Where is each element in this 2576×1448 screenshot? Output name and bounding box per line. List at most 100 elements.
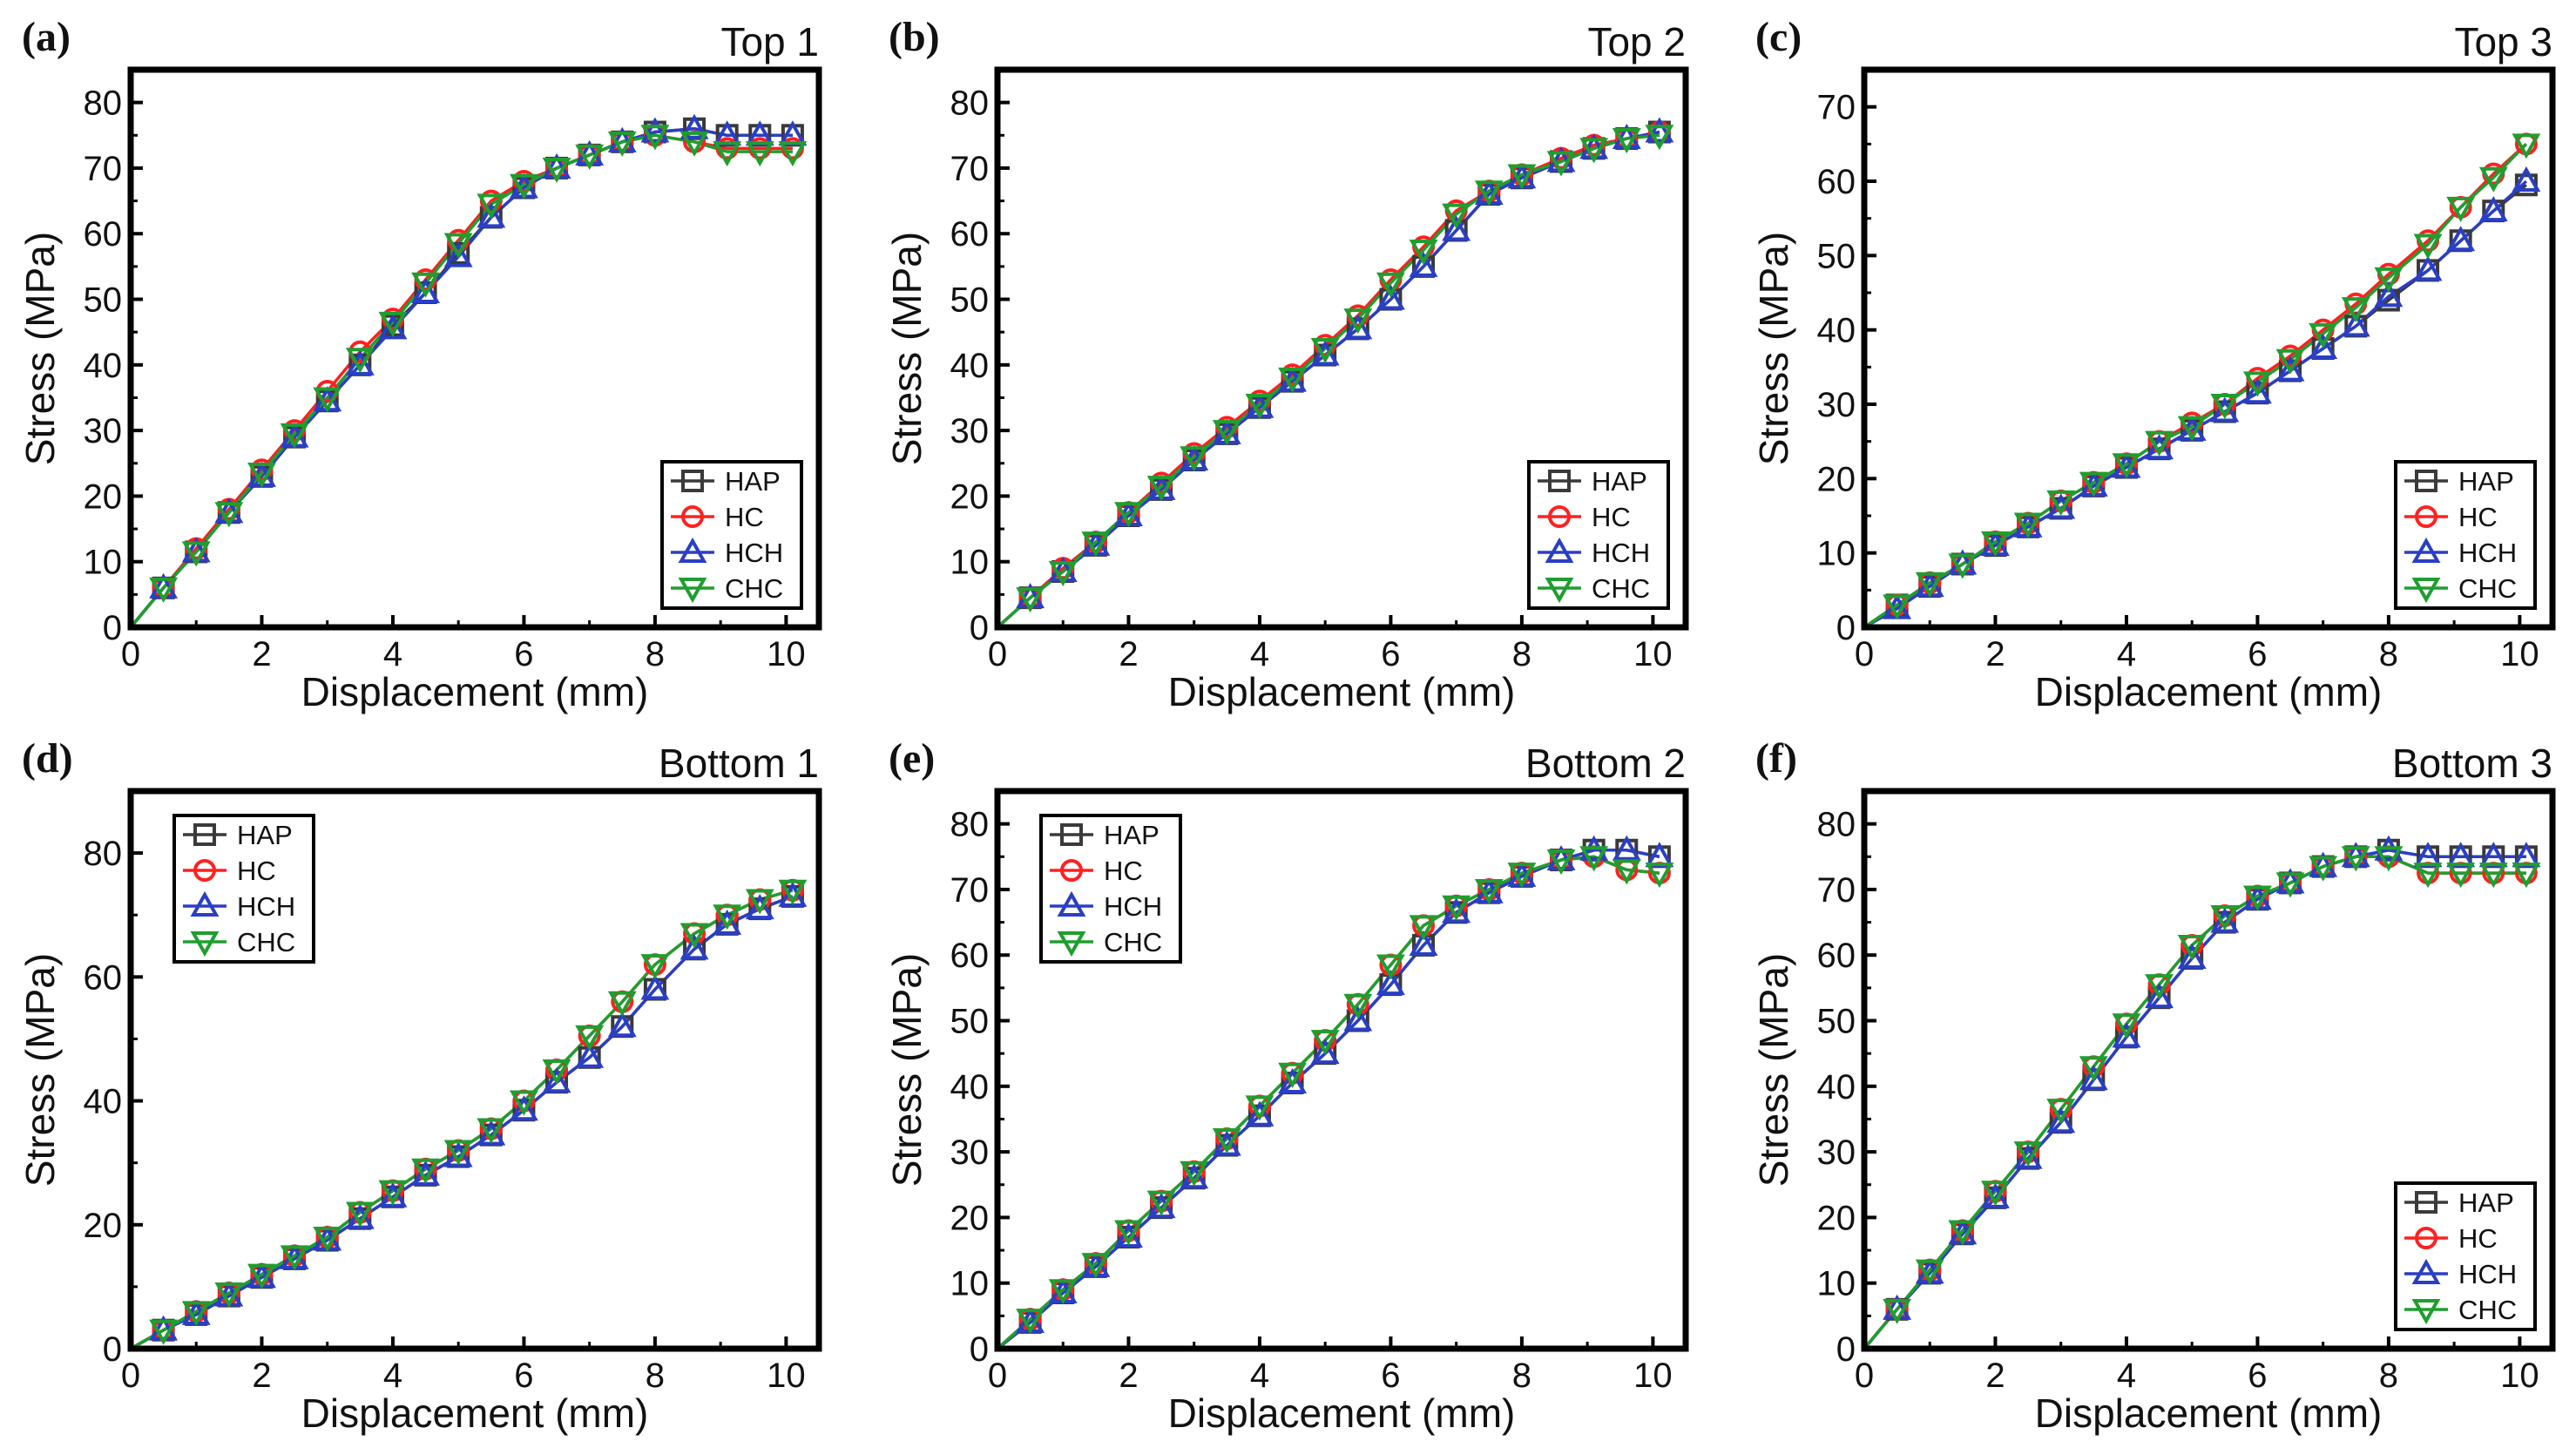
y-tick-label: 80 (1817, 806, 1856, 844)
data-point-chc (1278, 367, 1307, 393)
x-tick-label: 10 (767, 1357, 806, 1395)
x-tick-label: 6 (2248, 1357, 2267, 1395)
x-axis-title: Displacement (mm) (1168, 1390, 1516, 1436)
y-axis-title: Stress (MPa) (1751, 232, 1796, 465)
data-point-chc (2177, 934, 2207, 961)
data-point-chc (1579, 846, 1609, 872)
panel-title: Bottom 2 (1525, 741, 1686, 786)
data-point-chc (1409, 915, 1438, 941)
data-point-hch (2446, 226, 2476, 252)
data-point-chc (280, 1245, 309, 1271)
chart-panel-3: 0 2 4 6 8 10 0 10 20 30 40 50 60 70 Top 3 (c) Displaceme… (1751, 14, 2556, 714)
data-point-chc (2512, 863, 2541, 889)
legend-marker-hc (2415, 505, 2437, 528)
y-tick-label: 40 (84, 1083, 123, 1121)
x-tick-label: 0 (1855, 635, 1874, 673)
data-point-chc (378, 311, 408, 337)
panel-title: Top 2 (1587, 19, 1686, 64)
data-point-chc (745, 889, 774, 915)
y-tick-label: 0 (103, 609, 122, 647)
data-point-chc (1048, 561, 1078, 587)
data-point-chc (149, 577, 179, 603)
data-point-chc (510, 1090, 538, 1116)
legend-marker-hch (678, 537, 707, 563)
legend-marker-hc (1060, 859, 1083, 882)
series-line-hap (131, 895, 794, 1349)
y-tick-label: 20 (84, 477, 123, 516)
data-point-hch (2413, 255, 2443, 281)
data-point-chc (1146, 1190, 1176, 1216)
x-tick-label: 6 (1381, 1357, 1400, 1395)
x-tick-label: 6 (514, 1357, 533, 1395)
legend-marker-chc (678, 578, 707, 604)
y-tick-label: 60 (1817, 163, 1856, 201)
data-point-chc (2446, 863, 2476, 889)
data-point-hch (640, 974, 670, 1000)
legend-marker-hap (2415, 1191, 2437, 1214)
x-tick-label: 2 (1119, 1357, 1138, 1395)
series-group (131, 878, 808, 1349)
data-point-chc (477, 193, 506, 220)
data-point-chc (1546, 151, 1576, 177)
data-point-hch (679, 113, 709, 139)
data-point-chc (1948, 1220, 1978, 1246)
data-point-chc (542, 1059, 571, 1086)
data-point-hch (2046, 493, 2076, 519)
y-tick-label: 30 (1817, 1133, 1856, 1172)
data-point-hch (2046, 1107, 2076, 1133)
data-point-chc (1981, 1181, 2010, 1207)
data-point-hch (411, 1160, 440, 1186)
y-tick-label: 60 (84, 958, 123, 997)
data-point-chc (2046, 490, 2076, 516)
data-point-chc (2275, 348, 2305, 375)
legend-label: HAP (1592, 466, 1647, 497)
data-point-chc (313, 387, 342, 413)
data-point-chc (2243, 885, 2272, 911)
data-point-chc (411, 272, 440, 298)
data-point-chc (411, 1158, 440, 1184)
data-point-chc (1915, 1259, 1944, 1285)
series-group (1864, 835, 2541, 1349)
data-point-chc (2013, 1141, 2043, 1167)
y-tick-label: 0 (1836, 609, 1856, 647)
data-point-chc (2145, 974, 2174, 1000)
data-point-hch (2145, 434, 2174, 460)
data-point-hch (2512, 166, 2541, 192)
data-point-hch (2177, 943, 2207, 969)
data-point-chc (1948, 553, 1978, 579)
y-tick-label: 50 (950, 1003, 990, 1041)
chart-panel-6: 0 2 4 6 8 10 0 10 20 30 40 50 60 70 80 Bottom 3 (f) Displ… (1751, 735, 2556, 1436)
data-point-chc (1507, 164, 1537, 190)
panel-letter: (f) (1755, 735, 1797, 782)
x-tick-label: 4 (2117, 635, 2136, 673)
plot-frame (127, 788, 822, 1352)
legend-label: HAP (1104, 820, 1160, 850)
panel-letter: (c) (1755, 14, 1802, 60)
x-axis-title: Displacement (mm) (301, 1390, 649, 1436)
chart-panel-1: 0 2 4 6 8 10 0 10 20 30 40 50 60 70 80 Top 1 (a) Displace… (17, 14, 822, 714)
y-tick-label: 20 (950, 1199, 990, 1237)
data-point-hch (510, 1095, 538, 1121)
y-tick-label: 50 (1817, 1003, 1856, 1041)
data-point-hch (2145, 983, 2174, 1009)
data-point-chc (1146, 476, 1176, 502)
x-tick-label: 2 (1985, 635, 2005, 673)
data-point-chc (2013, 512, 2043, 538)
data-point-chc (2046, 1099, 2076, 1125)
data-point-hch (1981, 1182, 2010, 1208)
data-point-hch (607, 1012, 637, 1038)
data-point-chc (378, 1180, 408, 1206)
y-tick-label: 70 (1817, 89, 1856, 127)
data-point-chc (575, 144, 605, 170)
plot-frame (127, 66, 822, 631)
x-tick-label: 10 (767, 635, 806, 673)
data-point-chc (1474, 878, 1504, 905)
legend-label: HC (1104, 856, 1143, 886)
y-tick-label: 20 (1817, 460, 1856, 498)
legend-marker-hc (193, 859, 216, 882)
legend-label: HC (1592, 502, 1631, 532)
